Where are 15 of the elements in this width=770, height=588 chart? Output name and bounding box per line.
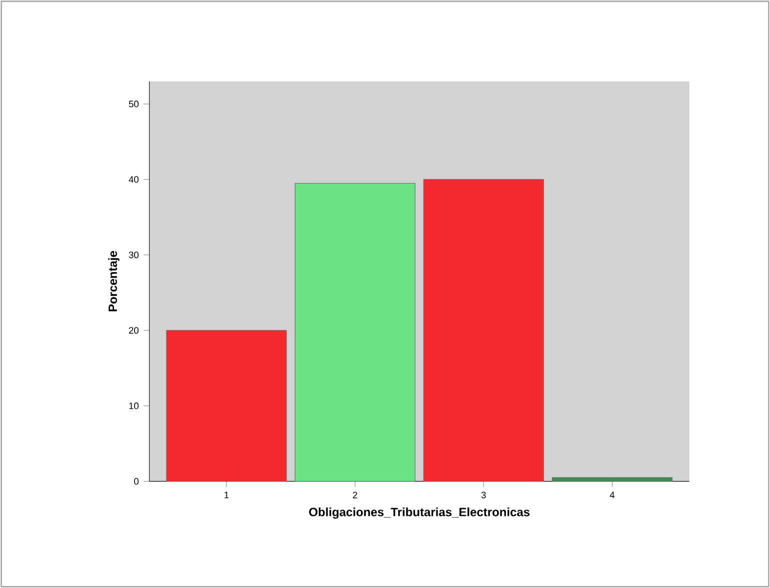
y-tick-label: 0 (134, 478, 139, 485)
x-axis-title: Obligaciones_Tributarias_Electronicas (309, 507, 530, 519)
y-tick-label: 20 (129, 327, 139, 334)
bar (552, 477, 672, 482)
y-axis-title: Porcentaje (108, 251, 120, 312)
bar (166, 330, 287, 482)
bar (294, 182, 416, 482)
y-tick-label: 50 (128, 100, 139, 108)
x-tick-label: 2 (352, 492, 358, 498)
x-tick-label: 3 (481, 492, 486, 498)
y-tick-label: 40 (128, 176, 139, 183)
x-tick-label: 1 (224, 492, 229, 498)
y-tick-label: 30 (128, 252, 139, 258)
y-tick-label: 10 (129, 402, 139, 410)
x-tick-label: 4 (610, 492, 615, 498)
